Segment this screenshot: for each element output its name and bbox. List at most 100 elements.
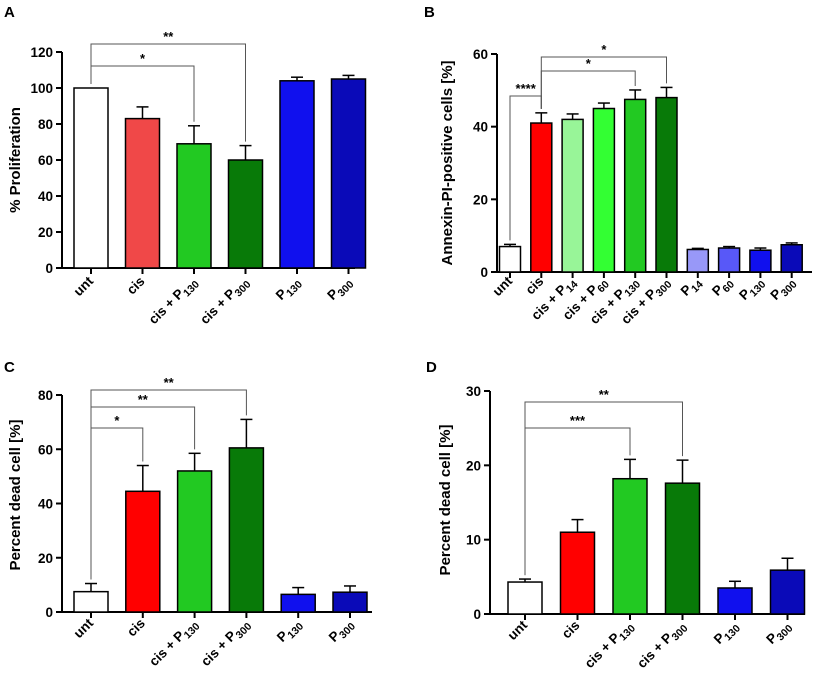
category-label-a: unt: [71, 273, 97, 299]
bar-a: [176, 143, 212, 269]
significance-label-a: **: [163, 29, 174, 44]
y-tick-label-d: 0: [473, 607, 481, 622]
y-tick-label-c: 40: [38, 497, 53, 512]
y-tick-label-b: 0: [480, 265, 488, 280]
bar-d: [612, 477, 648, 615]
panel-letter-a: A: [4, 4, 15, 21]
y-tick-label-a: 60: [38, 153, 53, 168]
category-label-a: cis: [124, 274, 148, 298]
category-label-d: cis + P300: [634, 617, 690, 673]
bar-c: [280, 593, 316, 613]
significance-label-d: **: [599, 387, 610, 402]
bar-d: [769, 569, 806, 615]
bar-b: [530, 122, 553, 273]
significance-label-b: *: [601, 42, 607, 57]
bar-a: [279, 80, 315, 269]
category-label-a: P300: [324, 273, 356, 305]
bar-d: [717, 587, 753, 615]
category-label-c: cis + P130: [146, 615, 202, 671]
y-axis-title-d: Percent dead cell [%]: [437, 425, 454, 576]
y-tick-label-a: 40: [38, 189, 53, 204]
y-tick-label-d: 20: [466, 458, 481, 473]
panel-b: B Annexin-PI-positive cells [%] 0 20 40 60 u…: [424, 4, 812, 329]
category-label-b: P300: [767, 273, 799, 305]
bar-a: [124, 117, 161, 269]
panel-letter-d: D: [426, 359, 437, 376]
bar-b: [780, 244, 803, 273]
bar-c: [125, 490, 161, 613]
y-tick-label-b: 60: [473, 47, 488, 62]
bar-d: [507, 581, 543, 615]
category-label-a: P130: [273, 273, 305, 305]
y-tick-label-a: 0: [45, 261, 53, 276]
y-tick-label-a: 120: [30, 45, 53, 60]
significance-bracket-c: [90, 389, 247, 580]
category-label-c: unt: [71, 615, 97, 641]
y-tick-label-d: 10: [466, 533, 481, 548]
bar-c: [332, 591, 368, 613]
y-tick-label-b: 40: [473, 120, 488, 135]
category-label-b: cis: [523, 274, 547, 298]
significance-bracket-b: [540, 70, 636, 109]
category-label-c: cis: [124, 616, 148, 640]
y-tick-label-a: 20: [38, 225, 53, 240]
category-label-d: P300: [763, 617, 795, 649]
bar-d: [559, 531, 596, 615]
y-tick-label-c: 80: [38, 388, 53, 403]
significance-label-c: *: [114, 413, 120, 428]
bar-b: [561, 118, 584, 273]
category-label-b: unt: [490, 273, 516, 299]
category-label-d: P130: [711, 617, 743, 649]
category-label-d: cis + P130: [582, 617, 638, 673]
significance-bracket-d: [524, 401, 683, 576]
y-axis-title-c: Percent dead cell [%]: [7, 420, 24, 571]
significance-bracket-a: [90, 43, 246, 142]
category-label-b: P14: [678, 273, 706, 301]
category-label-b: cis + P300: [618, 273, 674, 329]
bar-b: [592, 107, 616, 273]
significance-label-c: **: [138, 392, 149, 407]
y-tick-label-a: 100: [30, 81, 53, 96]
bar-a: [227, 159, 264, 269]
bar-c: [176, 470, 213, 613]
bar-b: [623, 98, 647, 273]
category-label-a: cis + P130: [146, 273, 202, 329]
y-axis-title-a: % Proliferation: [7, 107, 24, 213]
category-label-d: unt: [505, 617, 531, 643]
y-tick-label-d: 30: [466, 384, 481, 399]
significance-label-d: ***: [570, 413, 586, 428]
bar-a: [73, 87, 109, 269]
category-label-b: P60: [709, 273, 737, 301]
y-tick-label-c: 20: [38, 551, 53, 566]
bar-d: [664, 482, 701, 615]
category-label-b: P130: [736, 273, 768, 305]
category-label-c: P300: [326, 615, 358, 647]
significance-label-b: *: [586, 56, 592, 71]
bar-a: [330, 78, 367, 269]
y-axis-title-b: Annexin-PI-positive cells [%]: [439, 60, 456, 265]
y-tick-label-c: 60: [38, 442, 53, 457]
category-label-c: cis + P300: [198, 615, 254, 671]
bar-c: [228, 447, 265, 613]
category-label-d: cis: [559, 618, 583, 642]
category-label-a: cis + P300: [197, 273, 253, 329]
bar-c: [73, 590, 109, 613]
significance-label-c: **: [164, 375, 175, 390]
bar-b: [655, 96, 678, 273]
significance-bracket-b: [540, 56, 667, 109]
y-tick-label-b: 20: [473, 192, 488, 207]
bar-b: [686, 248, 710, 273]
y-tick-label-a: 80: [38, 117, 53, 132]
significance-label-a: *: [140, 51, 146, 66]
bar-b: [498, 245, 522, 273]
category-label-c: P130: [274, 615, 306, 647]
panel-letter-b: B: [424, 4, 435, 21]
panel-letter-c: C: [4, 359, 15, 376]
y-tick-label-c: 0: [45, 605, 53, 620]
significance-label-b: ****: [516, 81, 537, 96]
bar-b: [749, 249, 772, 273]
